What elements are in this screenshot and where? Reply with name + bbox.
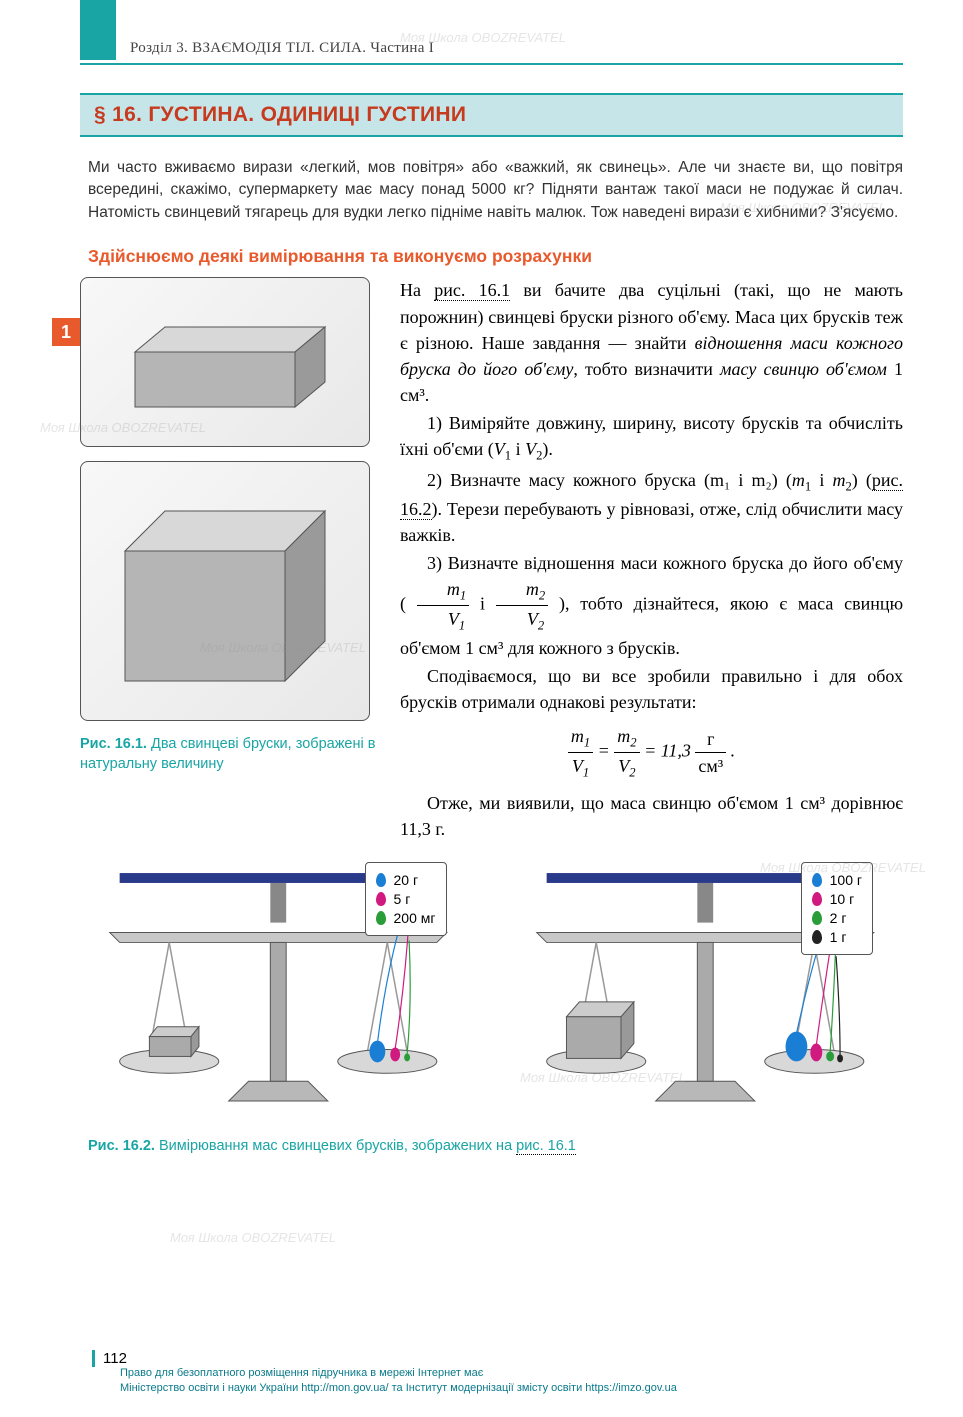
figure-16-2-caption: Рис. 16.2. Вимірювання мас свинцевих бру…: [88, 1137, 903, 1157]
weight-dot-icon: [812, 911, 822, 925]
weight-dot-icon: [812, 892, 822, 906]
weight-dot-icon: [376, 911, 386, 925]
weight-dot-icon: [376, 873, 386, 887]
figure-16-1-caption: Рис. 16.1. Два свинцеві бруски, зображен…: [80, 735, 380, 774]
chapter-header: Розділ 3. ВЗАЄМОДІЯ ТІЛ. СИЛА. Частина I: [130, 40, 903, 57]
figure-16-1-label: Рис. 16.1.: [80, 736, 147, 752]
weight-dot-icon: [812, 930, 822, 944]
chapter-rule: [80, 63, 903, 65]
figure-16-1-top: [80, 277, 370, 447]
figure-16-2: 20 г 5 г 200 мг: [80, 862, 903, 1127]
weights-legend-right: 100 г 10 г 2 г 1 г: [801, 862, 873, 955]
weights-legend-left: 20 г 5 г 200 мг: [365, 862, 447, 936]
figure-16-1-bottom: [80, 461, 370, 721]
watermark: Моя Школа OBOZREVATEL: [170, 1230, 336, 1245]
section-title: § 16. ГУСТИНА. ОДИНИЦІ ГУСТИНИ: [94, 103, 466, 126]
lead-block-large-icon: [95, 481, 355, 701]
density-formula: m1V1 = m2V2 = 11,3 гсм³ .: [400, 723, 903, 782]
intro-paragraph: Ми часто вживаємо вирази «легкий, мов по…: [88, 157, 903, 224]
weight-dot-icon: [812, 873, 822, 887]
subsection-badge: 1: [52, 318, 80, 346]
weight-dot-icon: [376, 892, 386, 906]
fig-ref-16-1: рис. 16.1: [434, 280, 510, 301]
body-text: На рис. 16.1 ви бачите два суцільні (так…: [400, 277, 903, 843]
section-title-bar: § 16. ГУСТИНА. ОДИНИЦІ ГУСТИНИ: [80, 93, 903, 137]
subsection-heading: Здійснюємо деякі вимірювання та виконуєм…: [88, 246, 903, 267]
page-number: 112: [92, 1350, 127, 1367]
lead-block-small-icon: [95, 297, 355, 427]
chapter-tab: [80, 0, 116, 60]
footer-text: Право для безоплатного розміщення підруч…: [120, 1366, 903, 1395]
